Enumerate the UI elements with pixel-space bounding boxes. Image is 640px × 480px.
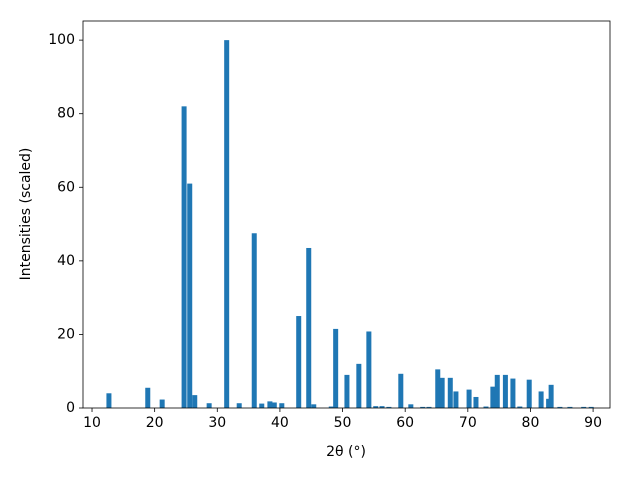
bar xyxy=(379,406,385,408)
x-tick-label: 90 xyxy=(584,415,602,431)
bar xyxy=(447,377,453,408)
bar xyxy=(526,379,532,408)
x-tick-label: 20 xyxy=(146,415,164,431)
bar xyxy=(567,406,573,408)
x-tick-label: 40 xyxy=(271,415,289,431)
bar xyxy=(386,406,392,408)
bar xyxy=(259,403,265,408)
bar xyxy=(328,406,334,408)
bar xyxy=(106,393,112,408)
x-tick-label: 50 xyxy=(334,415,352,431)
x-tick-label: 80 xyxy=(522,415,540,431)
bar xyxy=(192,395,198,408)
bar xyxy=(517,406,523,408)
bar xyxy=(267,401,273,408)
bar xyxy=(236,403,242,408)
bar xyxy=(251,233,257,408)
bar xyxy=(494,374,500,408)
bar xyxy=(408,404,414,408)
bar xyxy=(344,374,350,408)
bar xyxy=(502,374,508,408)
bar xyxy=(548,384,554,408)
bar xyxy=(159,399,165,408)
y-tick-label: 100 xyxy=(48,32,75,48)
bar xyxy=(466,389,472,408)
bar xyxy=(224,40,230,409)
bar xyxy=(181,106,187,408)
bar xyxy=(588,406,594,408)
x-tick-label: 70 xyxy=(459,415,477,431)
bar xyxy=(483,406,489,408)
bar xyxy=(473,396,479,408)
bar xyxy=(187,183,193,408)
bar xyxy=(333,328,339,408)
y-tick-label: 60 xyxy=(57,179,75,195)
bar xyxy=(311,404,317,408)
bar xyxy=(271,402,277,408)
y-tick-label: 20 xyxy=(57,326,75,342)
bar xyxy=(296,316,302,408)
bar xyxy=(435,369,441,408)
bar xyxy=(398,373,404,408)
bar xyxy=(453,391,459,408)
bar xyxy=(439,377,445,408)
bar xyxy=(279,403,285,408)
bar xyxy=(206,403,212,408)
bar xyxy=(490,386,496,408)
x-tick-label: 30 xyxy=(208,415,226,431)
bar xyxy=(306,247,312,408)
bar xyxy=(510,378,516,408)
y-tick-label: 40 xyxy=(57,253,75,269)
bar xyxy=(366,331,372,408)
bar xyxy=(356,363,362,408)
y-axis-label: Intensities (scaled) xyxy=(18,148,34,281)
y-tick-label: 80 xyxy=(57,106,75,122)
bar xyxy=(426,406,432,408)
plot-frame xyxy=(82,20,611,409)
bar xyxy=(420,406,426,408)
x-tick-label: 10 xyxy=(83,415,101,431)
bar xyxy=(373,406,379,408)
bar xyxy=(581,406,587,408)
x-axis-label: 2θ (°) xyxy=(326,444,366,460)
bar xyxy=(538,391,544,408)
bar xyxy=(145,387,151,408)
bar xyxy=(557,406,563,408)
y-tick-label: 0 xyxy=(66,400,75,416)
x-tick-label: 60 xyxy=(396,415,414,431)
